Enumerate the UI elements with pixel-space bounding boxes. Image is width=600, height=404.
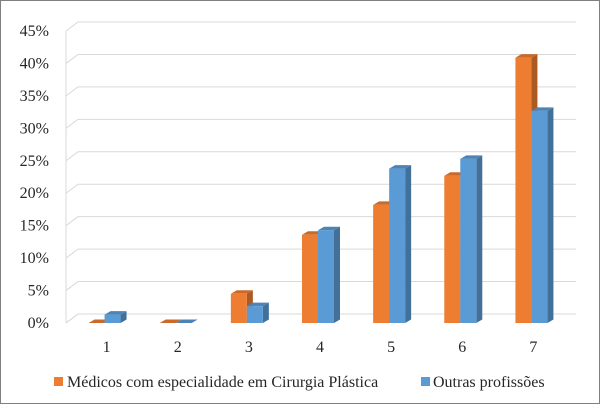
bar-side <box>262 302 269 323</box>
y-tick-label: 20% <box>20 185 49 202</box>
gridline <box>65 86 576 97</box>
legend-swatch-medicos <box>54 377 63 386</box>
x-tick-label: 1 <box>103 339 111 356</box>
bar-side <box>405 165 412 323</box>
y-tick-label: 10% <box>20 250 49 267</box>
y-tick-label: 5% <box>28 283 49 300</box>
x-tick-label: 4 <box>316 339 324 356</box>
x-tick-label: 3 <box>245 339 253 356</box>
bar <box>318 230 334 323</box>
bar-top <box>389 165 412 169</box>
bar-top <box>230 290 253 294</box>
gridlines <box>65 21 576 324</box>
gridline <box>65 53 576 64</box>
bar-top <box>460 155 483 159</box>
gridline <box>65 151 576 162</box>
x-tick-label: 7 <box>529 339 537 356</box>
x-tick-label: 2 <box>174 339 182 356</box>
legend: Médicos com especialidade em Cirurgia Pl… <box>54 374 545 391</box>
bar-top <box>531 107 554 111</box>
bars <box>88 54 554 324</box>
y-tick-label: 15% <box>20 218 49 235</box>
bar-top <box>159 319 182 323</box>
bar <box>389 168 406 323</box>
y-tick-label: 45% <box>20 23 49 40</box>
bar-top <box>318 226 340 231</box>
gridline <box>65 216 576 227</box>
bar-top <box>246 302 269 307</box>
gridline <box>65 118 576 129</box>
bar-top <box>175 319 198 323</box>
gridline <box>65 21 576 32</box>
x-tick-label: 5 <box>387 339 395 356</box>
bar <box>531 110 548 324</box>
gridline <box>65 183 576 194</box>
bar <box>444 175 461 323</box>
y-tick-label: 0% <box>28 315 49 332</box>
y-tick-label: 40% <box>20 55 49 72</box>
bar <box>373 204 390 323</box>
bar <box>460 158 477 323</box>
x-axis-tick-labels: 1 2 3 4 5 6 7 <box>103 339 538 356</box>
y-axis-tick-labels: 0% 5% 10% 15% 20% 25% 30% 35% 40% 45% <box>20 23 49 332</box>
bar <box>104 314 121 323</box>
bar <box>246 306 263 323</box>
bar <box>302 234 318 323</box>
y-tick-label: 35% <box>20 88 49 105</box>
legend-label-outras: Outras profissões <box>433 374 545 391</box>
bar-side <box>120 311 127 323</box>
y-tick-label: 30% <box>20 120 49 137</box>
bar-side <box>476 155 483 323</box>
bar-top <box>515 54 538 58</box>
bar <box>230 293 247 323</box>
x-tick-label: 6 <box>458 339 466 356</box>
legend-swatch-outras <box>421 377 430 386</box>
bar-side <box>547 107 554 324</box>
bar <box>515 57 532 324</box>
y-tick-label: 25% <box>20 153 49 170</box>
bar-top <box>104 311 127 315</box>
legend-label-medicos: Médicos com especialidade em Cirurgia Pl… <box>67 374 378 391</box>
bar-side <box>334 226 340 323</box>
